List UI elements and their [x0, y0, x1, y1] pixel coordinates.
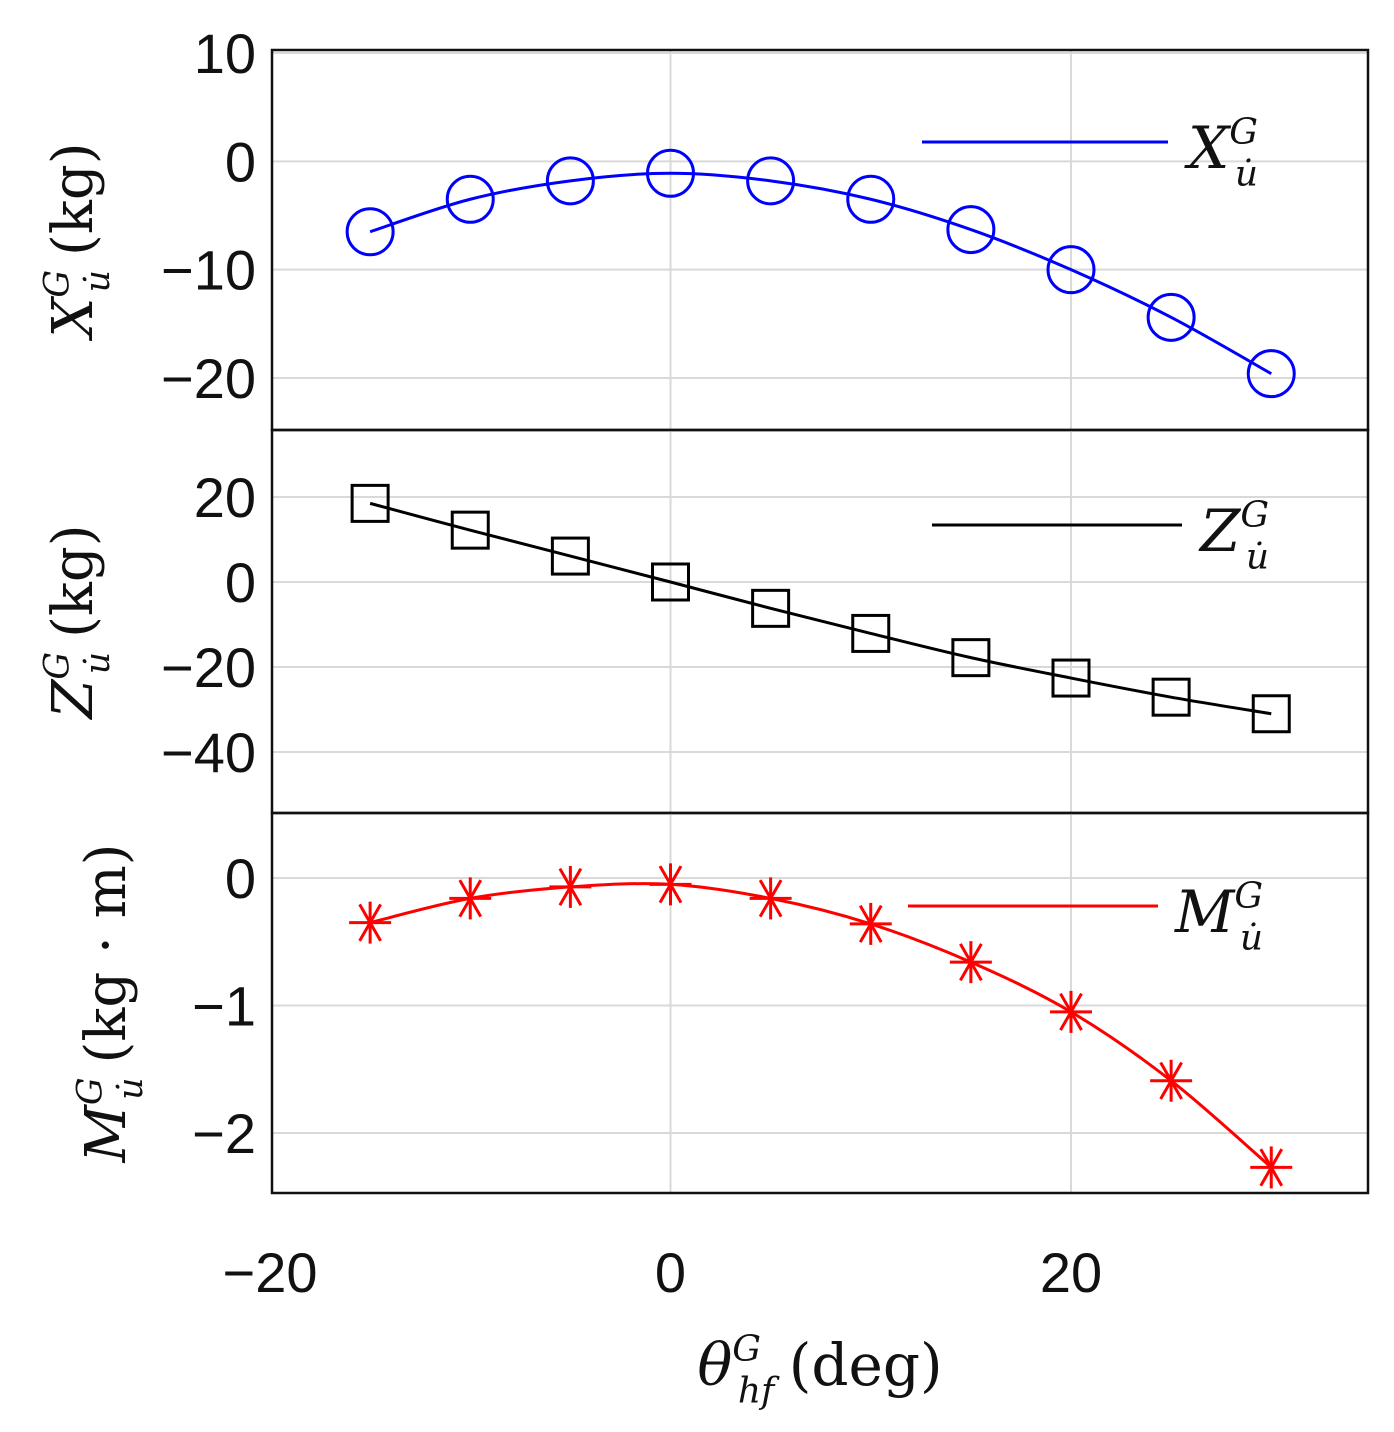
data-point — [946, 205, 996, 255]
y-tick-label: 0 — [225, 551, 256, 614]
data-point — [1150, 1059, 1193, 1102]
y-axis-label-main: X — [41, 296, 106, 342]
y-axis-label: XGu̇ (kg) — [37, 142, 117, 341]
data-point — [449, 877, 492, 920]
data-point — [1051, 658, 1091, 698]
data-point — [851, 613, 891, 653]
y-axis-label-group: MGu̇ (kg · m) — [70, 843, 150, 1163]
y-axis-label-group: XGu̇ (kg) — [37, 142, 117, 341]
y-tick-label: 20 — [194, 466, 256, 529]
legend-label-sub: u̇ — [1246, 536, 1269, 577]
y-axis-label: ZGu̇ (kg) — [37, 524, 117, 720]
y-tick-label: −2 — [192, 1102, 256, 1165]
data-point — [651, 562, 690, 602]
legend: XG u̇ — [922, 112, 1258, 195]
y-axis-label-sub: u̇ — [111, 1077, 151, 1099]
data-point — [751, 588, 791, 628]
data-point — [1251, 694, 1291, 734]
legend: MG u̇ — [908, 876, 1263, 959]
data-point — [951, 638, 991, 678]
y-axis-label-unit: (kg) — [41, 524, 106, 637]
legend-label-sup: G — [1240, 495, 1269, 536]
data-point — [1050, 990, 1092, 1033]
data-point — [1146, 292, 1196, 342]
x-axis-label-sub: hf — [738, 1370, 780, 1411]
y-tick-label: 0 — [225, 847, 256, 910]
axes-frame — [270, 811, 1370, 1195]
x-axis-label-unit: (deg) — [789, 1331, 943, 1399]
legend-label: ZG u̇ — [1198, 495, 1269, 578]
legend: ZG u̇ — [932, 495, 1269, 578]
data-point — [545, 156, 595, 206]
legend-label: XG u̇ — [1184, 112, 1258, 195]
x-tick-label: 20 — [1040, 1241, 1102, 1304]
x-tick-label: −20 — [223, 1241, 318, 1304]
data-point — [345, 207, 395, 257]
data-point — [1046, 245, 1096, 295]
y-tick-label: −1 — [192, 975, 256, 1038]
y-axis-label-sup: G — [37, 270, 77, 298]
y-axis-label-main: Z — [41, 679, 106, 721]
legend-label-sup: G — [1234, 876, 1263, 917]
legend-label-main: Z — [1198, 497, 1242, 565]
y-axis-label-unit: (kg · m) — [74, 843, 139, 1063]
legend-label-main: M — [1174, 878, 1236, 946]
y-axis-label-unit: (kg) — [41, 142, 106, 255]
y-axis-label-sup: G — [70, 1077, 110, 1105]
data-point — [550, 536, 590, 576]
y-tick-label: −20 — [161, 347, 256, 410]
y-tick-label: −10 — [161, 239, 256, 302]
data-point — [649, 863, 692, 906]
x-axis-label-sup: G — [732, 1329, 761, 1370]
data-point — [846, 174, 896, 224]
series-line — [369, 171, 1272, 375]
legend-label-main: X — [1184, 114, 1232, 182]
data-point — [1151, 677, 1191, 717]
data-point — [549, 865, 592, 908]
y-axis-label-sup: G — [37, 652, 77, 680]
x-tick-label: 0 — [655, 1241, 686, 1304]
data-point — [646, 148, 695, 198]
y-axis-label-main: M — [74, 1104, 139, 1164]
y-axis-label-sub: u̇ — [78, 270, 118, 292]
y-tick-label: −20 — [161, 636, 256, 699]
data-point — [450, 510, 490, 550]
y-axis-label-group: ZGu̇ (kg) — [37, 524, 117, 720]
y-tick-label: −40 — [161, 721, 256, 784]
y-axis-label-sub: u̇ — [78, 652, 118, 674]
data-point — [1250, 1146, 1293, 1189]
legend-label-sub: u̇ — [1240, 917, 1263, 958]
series-line — [369, 882, 1273, 1169]
y-tick-label: 0 — [225, 130, 256, 193]
series-line — [369, 501, 1272, 716]
y-tick-label: 10 — [194, 22, 256, 85]
y-axis-label: MGu̇ (kg · m) — [70, 843, 150, 1163]
data-point — [749, 877, 792, 920]
legend-label-sup: G — [1229, 112, 1258, 153]
data-point — [949, 941, 992, 984]
data-point — [350, 483, 390, 523]
data-point — [849, 902, 892, 945]
axes-frame — [270, 48, 1370, 432]
data-point — [746, 156, 796, 206]
data-point — [349, 901, 392, 944]
x-axis-label: θG hf (deg) — [697, 1329, 942, 1412]
data-point — [1246, 349, 1296, 399]
legend-label: MG u̇ — [1174, 876, 1263, 959]
x-axis-label-main: θ — [697, 1331, 732, 1399]
data-point — [445, 174, 495, 224]
legend-label-sub: u̇ — [1235, 153, 1258, 194]
x-axis: −20 0 20 θG hf (deg) — [223, 1241, 1103, 1411]
